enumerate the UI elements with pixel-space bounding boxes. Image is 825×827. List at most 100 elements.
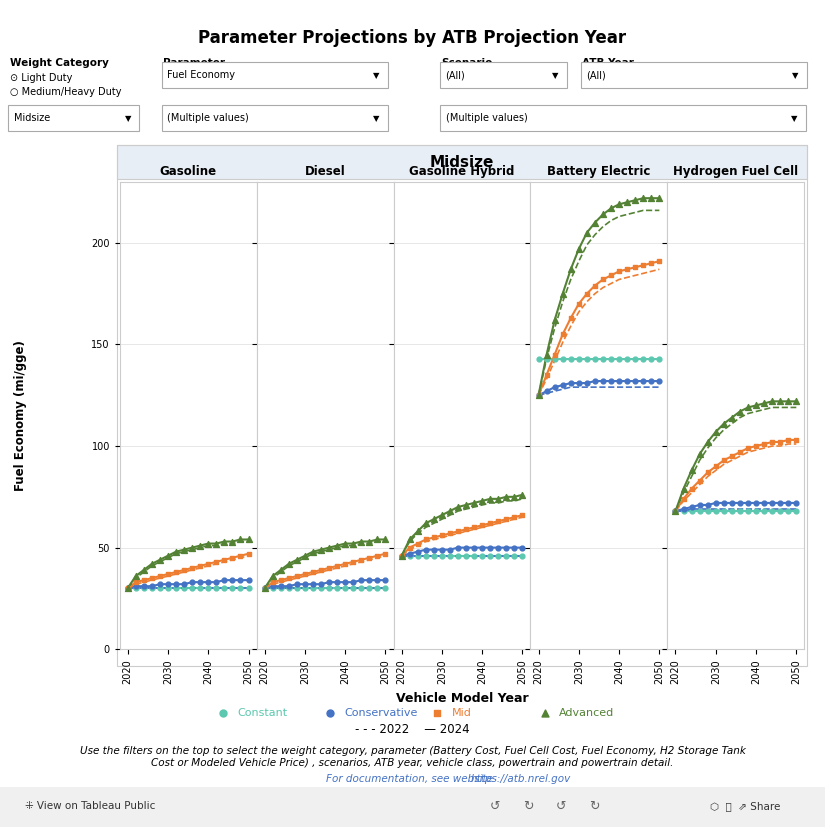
Point (403, 533, 417, 546)
Text: Vehicle Model Year: Vehicle Model Year (396, 692, 528, 705)
Text: Weight Category: Weight Category (10, 58, 109, 68)
Text: Gasoline: Gasoline (159, 165, 217, 178)
Point (548, 313, 561, 327)
FancyBboxPatch shape (162, 105, 388, 131)
Point (669, 504, 682, 518)
Point (532, 389, 545, 402)
Point (629, 261, 642, 274)
Point (258, 581, 271, 595)
Point (548, 352, 561, 366)
Point (468, 521, 481, 534)
Point (605, 375, 618, 388)
Point (427, 549, 441, 562)
Point (314, 581, 328, 595)
Point (282, 581, 295, 595)
Point (500, 490, 513, 504)
Point (169, 581, 182, 595)
Point (742, 401, 755, 414)
Point (121, 581, 134, 595)
Point (653, 192, 666, 205)
Point (701, 466, 714, 479)
Point (717, 454, 730, 467)
Point (186, 541, 199, 554)
Point (226, 551, 239, 564)
Point (483, 549, 497, 562)
Point (194, 581, 207, 595)
Point (427, 531, 441, 544)
Point (258, 581, 271, 595)
Text: ⊙ Light Duty: ⊙ Light Duty (10, 73, 73, 83)
Point (130, 580, 143, 593)
Point (419, 533, 432, 546)
Point (612, 352, 625, 366)
Point (201, 557, 214, 571)
Point (274, 563, 287, 576)
Text: (All): (All) (587, 70, 606, 80)
Point (669, 504, 682, 518)
Point (451, 525, 464, 538)
Point (717, 496, 730, 509)
Point (370, 549, 384, 562)
Point (677, 492, 691, 505)
Point (274, 580, 287, 593)
Text: ▼: ▼ (125, 114, 131, 122)
Point (653, 255, 666, 268)
Text: For documentation, see website: For documentation, see website (326, 774, 496, 784)
Point (475, 549, 488, 562)
Point (379, 547, 392, 561)
Point (677, 503, 691, 516)
Point (355, 573, 368, 586)
Point (475, 519, 488, 532)
Point (644, 375, 658, 388)
Text: Vehicle Detail: Vehicle Detail (441, 108, 522, 117)
Point (507, 490, 521, 504)
Point (573, 297, 586, 310)
Text: Hydrogen Fuel Cell
Electric Vehicle: Hydrogen Fuel Cell Electric Vehicle (690, 197, 782, 218)
Point (532, 389, 545, 402)
Point (580, 226, 593, 239)
Point (419, 517, 432, 530)
Point (436, 549, 449, 562)
Point (331, 576, 344, 589)
Point (475, 541, 488, 554)
Text: Gasoline Hybrid: Gasoline Hybrid (409, 165, 515, 178)
Point (338, 581, 351, 595)
Point (685, 500, 698, 514)
Point (370, 533, 384, 546)
Point (306, 545, 319, 558)
Point (500, 513, 513, 526)
Point (177, 577, 191, 590)
Point (226, 535, 239, 548)
Point (580, 287, 593, 300)
Point (612, 198, 625, 211)
Point (483, 492, 497, 505)
Point (266, 576, 280, 589)
Point (637, 375, 650, 388)
Text: ▼: ▼ (373, 114, 380, 122)
Text: ↺: ↺ (556, 800, 566, 813)
Point (314, 577, 328, 590)
Point (620, 263, 634, 276)
Point (177, 543, 191, 557)
Point (693, 447, 706, 461)
Point (790, 394, 803, 408)
Point (363, 535, 376, 548)
Text: Scenario: Scenario (441, 58, 493, 68)
Point (653, 375, 666, 388)
Point (548, 380, 561, 394)
Point (242, 573, 255, 586)
Point (596, 273, 610, 286)
Point (766, 504, 779, 518)
Point (757, 397, 771, 410)
Point (216, 706, 229, 719)
Point (637, 192, 650, 205)
Point (701, 435, 714, 448)
Point (427, 543, 441, 557)
Point (299, 567, 312, 581)
Point (355, 553, 368, 566)
Point (774, 496, 787, 509)
Point (710, 496, 723, 509)
FancyBboxPatch shape (440, 62, 567, 88)
Point (742, 504, 755, 518)
Point (379, 533, 392, 546)
